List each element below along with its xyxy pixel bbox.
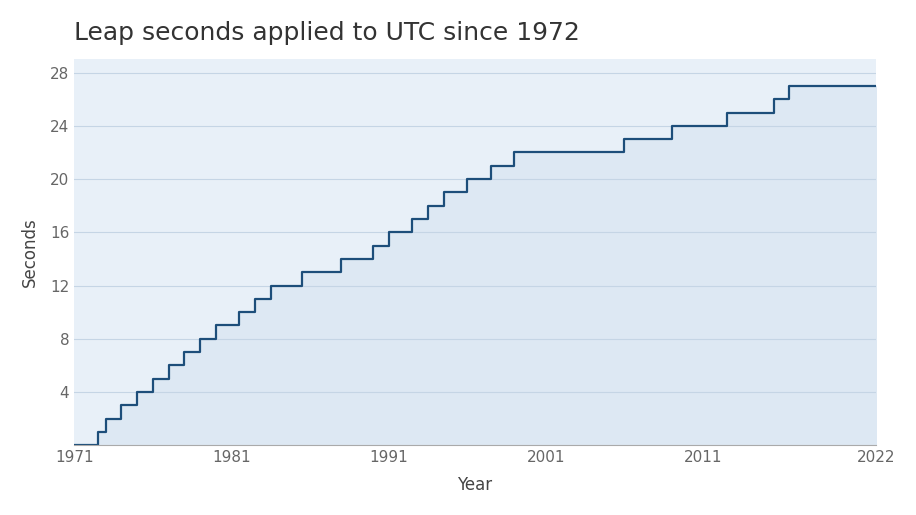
X-axis label: Year: Year [457,476,493,494]
Y-axis label: Seconds: Seconds [21,217,38,287]
Text: Leap seconds applied to UTC since 1972: Leap seconds applied to UTC since 1972 [74,21,580,45]
